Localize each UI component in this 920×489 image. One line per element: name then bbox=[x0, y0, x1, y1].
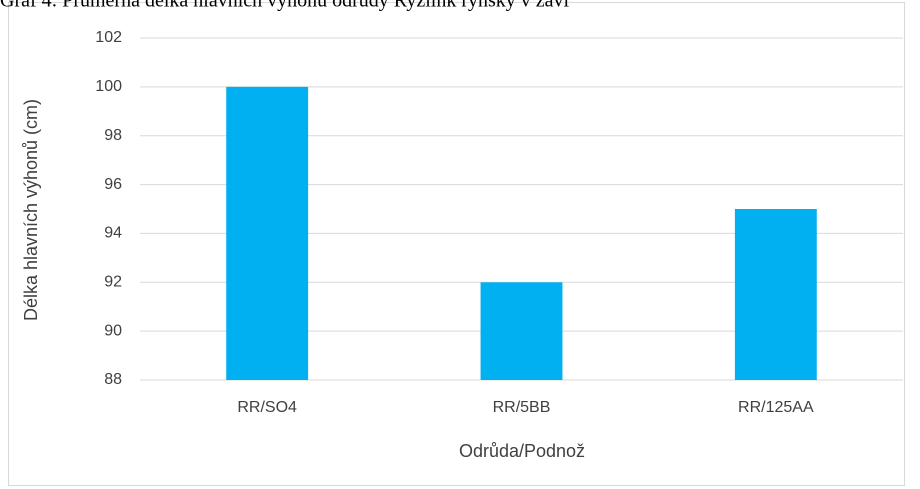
chart-border bbox=[8, 2, 905, 486]
y-tick-label: 94 bbox=[104, 225, 122, 242]
x-tick-label: RR/SO4 bbox=[237, 399, 297, 416]
x-axis-label: Odrůda/Podnož bbox=[459, 441, 585, 461]
y-tick-label: 102 bbox=[95, 29, 122, 46]
x-tick-label: RR/125AA bbox=[738, 399, 814, 416]
bar bbox=[226, 86, 309, 380]
y-tick-label: 96 bbox=[104, 176, 122, 193]
chart-title: Graf 4: Průměrná délka hlavních výhonů o… bbox=[0, 0, 570, 12]
y-tick-label: 92 bbox=[104, 274, 122, 291]
y-tick-label: 90 bbox=[104, 322, 122, 339]
bar bbox=[480, 282, 563, 380]
bar bbox=[734, 209, 817, 380]
y-tick-label: 100 bbox=[95, 78, 122, 95]
y-tick-label: 98 bbox=[104, 127, 122, 144]
x-tick-label: RR/5BB bbox=[493, 399, 551, 416]
y-tick-label: 88 bbox=[104, 371, 122, 388]
y-axis-label: Délka hlavních výhonů (cm) bbox=[21, 99, 41, 321]
